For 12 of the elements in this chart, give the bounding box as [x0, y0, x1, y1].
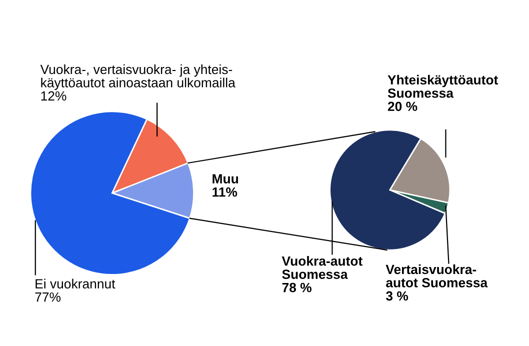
slice-label: Yhteiskäyttöautot Suomessa	[388, 74, 498, 98]
data-label: 11%	[212, 187, 238, 197]
data-label: 77%	[35, 292, 61, 302]
data-label: 3 %	[386, 291, 408, 301]
data-label: 20 %	[388, 102, 418, 112]
slice-label: Vuokra-, vertaisvuokra- ja yhteis- käyttöautot ainoastaan ulkomailla	[40, 64, 236, 90]
slice-label: Vertaisvuokra- autot Suomessa	[386, 264, 488, 288]
slice-label: Ei vuokrannut	[36, 278, 116, 288]
slice-label: Muu	[212, 174, 238, 184]
data-label: 12%	[41, 91, 66, 101]
slice-label: Vuokra-autot Suomessa	[282, 256, 362, 279]
data-label: 78 %	[282, 282, 312, 292]
